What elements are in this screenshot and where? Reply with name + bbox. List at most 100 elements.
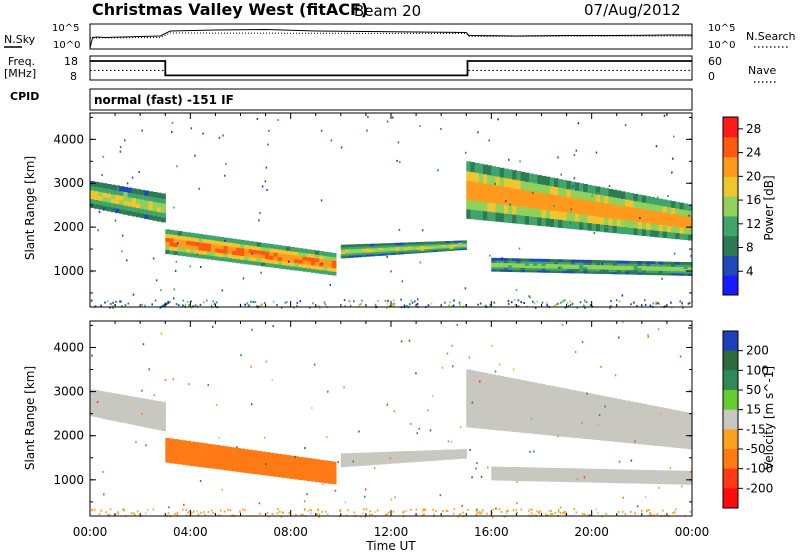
echo-cell (231, 463, 237, 468)
echo-cell (315, 470, 320, 475)
echo-cell (298, 259, 304, 264)
echo-cell (646, 270, 651, 273)
echo-cell (591, 223, 597, 232)
echo-cell (683, 470, 689, 474)
echo-cell (587, 416, 593, 425)
echo-cell (516, 265, 522, 268)
power-colorbar-band (723, 176, 738, 197)
echo-cell (478, 400, 484, 410)
noise-cell (509, 203, 511, 206)
ground-scatter-cell (510, 301, 513, 304)
echo-cell (144, 190, 150, 196)
echo-cell (281, 257, 287, 262)
echo-cell (294, 475, 299, 480)
echo-cell (600, 187, 605, 196)
echo-cell (331, 465, 337, 470)
ground-scatter-cell (569, 300, 572, 303)
echo-cell (679, 268, 685, 272)
echo-cell (537, 200, 543, 210)
echo-cell (620, 469, 626, 473)
noise-cell (337, 461, 339, 464)
echo-cell (353, 455, 359, 458)
echo-cell (386, 245, 392, 248)
echo-cell (687, 228, 693, 235)
echo-cell (558, 419, 563, 429)
echo-cell (583, 191, 589, 200)
echo-cell (110, 184, 116, 190)
echo-cell (361, 454, 367, 458)
ground-scatter-cell (523, 302, 525, 304)
echo-cell (683, 430, 689, 437)
noise-cell (313, 363, 316, 366)
echo-cell (365, 252, 371, 255)
echo-cell (466, 170, 472, 181)
echo-cell (608, 419, 614, 427)
noise-cell (97, 229, 99, 232)
echo-cell (625, 471, 630, 475)
echo-cell (620, 478, 626, 482)
ground-scatter-cell (517, 305, 520, 308)
echo-cell (156, 206, 162, 213)
echo-cell (424, 250, 430, 253)
echo-cell (349, 248, 354, 252)
echo-cell (353, 461, 359, 465)
echo-cell (432, 249, 438, 252)
echo-cell (370, 245, 375, 249)
echo-cell (516, 260, 522, 264)
echo-cell (386, 451, 392, 455)
echo-cell (529, 424, 534, 434)
echo-cell (470, 389, 476, 400)
noise-cell (464, 287, 467, 290)
echo-cell (445, 454, 451, 457)
echo-cell (583, 400, 589, 409)
echo-cell (687, 262, 693, 265)
echo-cell (127, 210, 133, 216)
echo-cell (478, 210, 484, 221)
echo-cell (370, 251, 375, 255)
echo-cell (432, 244, 438, 248)
echo-cell (231, 242, 237, 248)
noise-cell (265, 360, 268, 363)
echo-cell (244, 449, 250, 454)
echo-cell (211, 239, 216, 245)
echo-cell (587, 468, 593, 472)
ground-scatter-cell (583, 513, 586, 516)
echo-cell (666, 472, 672, 476)
echo-cell (554, 468, 559, 471)
echo-cell (140, 189, 145, 195)
echo-cell (604, 396, 609, 405)
echo-cell (302, 472, 308, 477)
echo-cell (370, 243, 375, 247)
echo-cell (420, 452, 426, 455)
noise-cell (690, 254, 692, 257)
echo-cell (361, 456, 367, 460)
echo-cell (298, 255, 304, 260)
echo-cell (512, 387, 517, 397)
echo-cell (666, 212, 672, 220)
ground-scatter-cell (247, 304, 250, 307)
echo-cell (273, 256, 279, 261)
echo-cell (529, 476, 534, 479)
echo-cell (365, 245, 371, 249)
noise-sky-series (89, 28, 692, 49)
noise-cell (138, 171, 140, 173)
echo-cell (562, 270, 568, 274)
echo-cell (503, 471, 509, 475)
echo-cell (675, 270, 681, 274)
echo-cell (662, 266, 668, 269)
echo-cell (223, 458, 229, 463)
echo-cell (679, 272, 685, 276)
echo-cell (654, 432, 660, 440)
echo-cell (503, 477, 509, 481)
echo-cell (491, 268, 497, 272)
echo-cell (378, 454, 384, 457)
echo-cell (666, 266, 672, 269)
echo-cell (260, 470, 266, 476)
echo-cell (608, 196, 614, 204)
noise-cell (320, 199, 323, 202)
echo-cell (353, 244, 359, 247)
echo-cell (587, 408, 593, 417)
echo-cell (570, 220, 576, 230)
noise-cell (507, 396, 509, 399)
echo-cell (198, 462, 204, 468)
